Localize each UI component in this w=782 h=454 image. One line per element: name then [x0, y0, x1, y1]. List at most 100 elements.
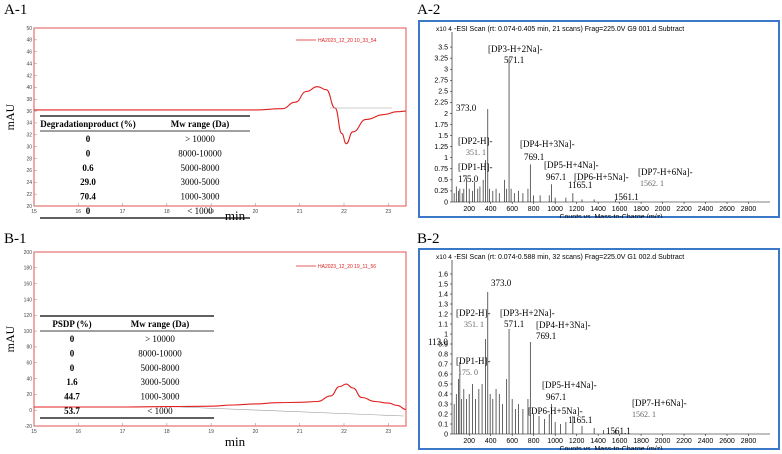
panel-label-a1: A-1: [4, 2, 28, 18]
x-tick-label: 2200: [676, 438, 692, 445]
peak-label: 1165.1: [568, 415, 592, 425]
y-tick-label: 0.5: [438, 381, 448, 388]
x-tick-label: 2800: [741, 438, 757, 445]
plot-frame: [33, 27, 407, 207]
y-tick-label: 200: [24, 250, 33, 256]
table-cell: 3000-5000: [181, 177, 220, 187]
y-tick-label: 40: [26, 376, 32, 382]
y-tick-label: 0: [444, 431, 448, 438]
y-tick-label: 0.4: [438, 391, 448, 398]
y-tick-label: 20: [26, 204, 32, 210]
y-tick-label: 0: [444, 199, 448, 206]
table-cell: < 1000: [147, 406, 173, 416]
x-tick-label: 17: [120, 209, 126, 215]
x-tick-label: 1800: [633, 206, 649, 213]
x-tick-label: 1200: [569, 438, 585, 445]
y-tick-label: 1.3: [438, 301, 448, 308]
x-tick-label: 18: [164, 209, 170, 215]
multiplier-label: x10 4: [436, 254, 452, 261]
table-cell: 44.7: [64, 392, 80, 402]
y-tick-label: 100: [24, 329, 33, 335]
panel-label-b2: B-2: [417, 231, 440, 247]
y-tick-label: 42: [26, 73, 32, 79]
x-axis-label: Counts vs. Mass-to-Charge (m/z): [559, 214, 662, 218]
table-header: Mw range (Da): [171, 119, 229, 129]
y-tick-label: 0.9: [438, 341, 448, 348]
multiplier-label: x10 4: [436, 26, 452, 33]
x-tick-label: 1600: [612, 438, 628, 445]
y-tick-label: 0.25: [434, 188, 448, 195]
x-tick-label: 19: [208, 209, 214, 215]
peak-label: 1561.1: [606, 426, 631, 436]
y-tick-label: 1.5: [438, 133, 448, 140]
peak-label: [DP1-H]-: [456, 356, 491, 366]
x-tick-label: 1000: [547, 438, 563, 445]
table-cell: 1.6: [66, 377, 78, 387]
table-cell: > 10000: [185, 134, 215, 144]
y-tick-label: 2: [444, 111, 448, 118]
y-tick-label: 0.7: [438, 361, 448, 368]
peak-label: [DP4-H+3Na]-: [520, 139, 575, 149]
y-tick-label: 30: [26, 144, 32, 150]
y-tick-label: 0.5: [438, 177, 448, 184]
y-tick-label: 50: [26, 26, 32, 32]
x-tick-label: 400: [485, 438, 497, 445]
peak-label: 351. 1: [466, 148, 486, 157]
peak-baseline: [179, 406, 405, 417]
x-tick-label: 23: [386, 209, 392, 215]
y-tick-label: 48: [26, 38, 32, 44]
y-tick-label: 1.6: [438, 271, 448, 278]
y-tick-label: 2.5: [438, 89, 448, 96]
x-tick-label: 2400: [698, 206, 714, 213]
x-tick-label: 2600: [719, 206, 735, 213]
chart-b2-ms: x10 4 -ESI Scan (rt: 0.074-0.588 min, 32 …: [418, 248, 780, 450]
peak-label: [DP2-H]-: [456, 308, 491, 318]
panel-frame: [418, 248, 780, 450]
table-cell: 53.7: [64, 406, 80, 416]
y-tick-label: 1.75: [434, 122, 448, 129]
x-tick-label: 18: [164, 429, 170, 435]
x-tick-label: 15: [31, 209, 37, 215]
table-cell: 8000-10000: [178, 148, 222, 158]
table-cell: 1000-3000: [141, 392, 180, 402]
table-cell: 8000-10000: [138, 348, 182, 358]
peak-label: [DP6-H+5Na]-: [528, 406, 583, 416]
y-tick-label: 38: [26, 97, 32, 103]
y-tick-label: 1.1: [438, 321, 448, 328]
x-tick-label: 20: [253, 429, 259, 435]
peak-label: [DP5-H+4Na]-: [544, 160, 599, 170]
peak-label: [DP7-H+6Na]-: [632, 398, 687, 408]
peak-label: [DP3-H+2Na]-: [500, 308, 555, 318]
y-tick-label: 0.3: [438, 401, 448, 408]
peak-label: 571.1: [504, 55, 524, 65]
legend-label: HA2023_12_20 19_11_56: [318, 264, 376, 270]
x-tick-label: 16: [76, 429, 82, 435]
table-cell: 0: [70, 348, 75, 358]
x-tick-label: 800: [528, 206, 540, 213]
x-tick-label: 1400: [590, 206, 606, 213]
peak-label: 351. 1: [464, 320, 484, 329]
peak-label: 1561.1: [614, 192, 639, 202]
x-tick-label: 2200: [676, 206, 692, 213]
table-cell: 5000-8000: [141, 363, 180, 373]
table-header: Mw range (Da): [131, 319, 189, 329]
y-tick-label: 0.2: [438, 411, 448, 418]
x-tick-label: 200: [463, 438, 475, 445]
y-tick-label: 3: [444, 67, 448, 74]
x-tick-label: 800: [528, 438, 540, 445]
x-tick-label: 2000: [655, 438, 671, 445]
plot-frame: [33, 251, 407, 427]
peak-label: [DP6-H+5Na]-: [574, 172, 629, 182]
x-axis-label: min: [225, 208, 246, 223]
y-tick-label: 32: [26, 133, 32, 139]
table-cell: 5000-8000: [181, 163, 220, 173]
peak-label: [DP5-H+4Na]-: [542, 380, 597, 390]
chart-a2-ms: x10 4 -ESI Scan (rt: 0.074-0.405 min, 21 …: [418, 20, 780, 218]
legend-label: HA2023_12_20 10_33_54: [318, 38, 377, 44]
y-tick-label: 0.1: [438, 421, 448, 428]
x-tick-label: 2600: [719, 438, 735, 445]
x-tick-label: 20: [253, 209, 259, 215]
peak-label: 967.1: [546, 172, 566, 182]
table-cell: 3000-5000: [141, 377, 180, 387]
x-tick-label: 22: [341, 429, 347, 435]
